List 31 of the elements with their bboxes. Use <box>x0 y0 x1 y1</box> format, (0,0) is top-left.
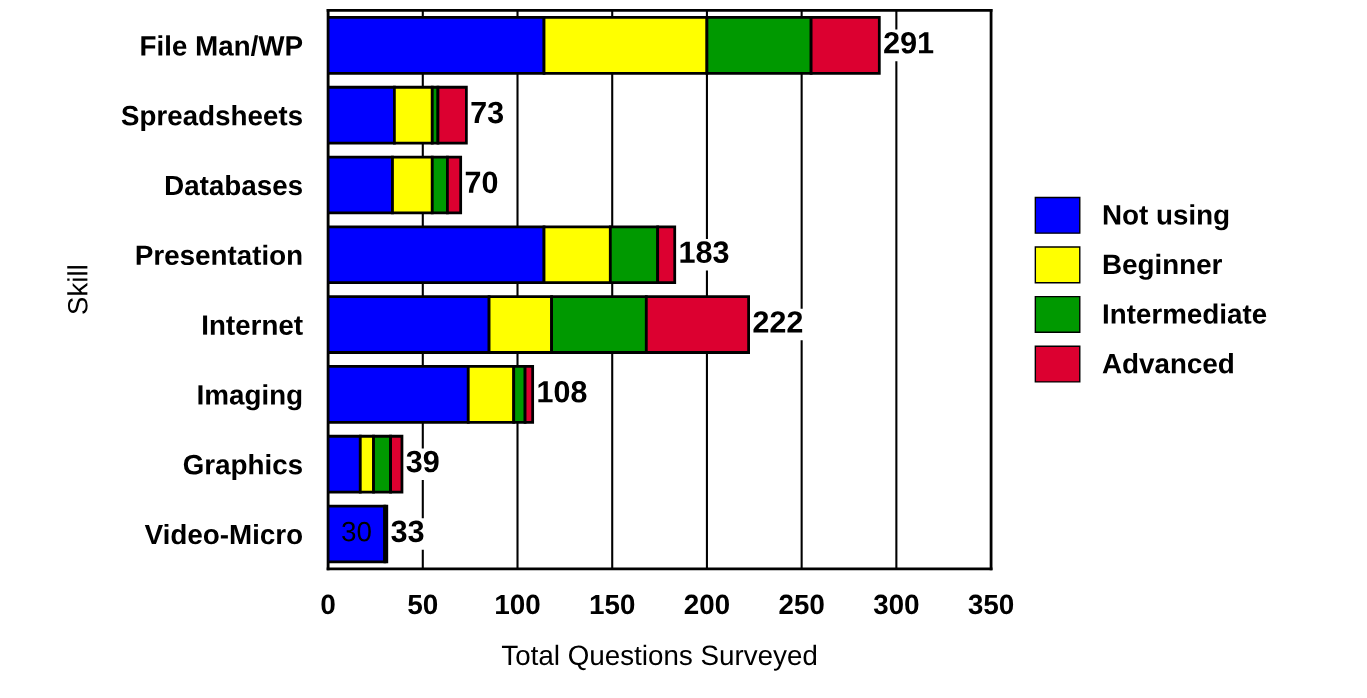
y-tick-label: Internet <box>203 315 303 335</box>
y-axis-title: Skill <box>67 266 88 314</box>
x-tick-label: 300 <box>873 594 919 615</box>
total-label: 183 <box>680 241 729 264</box>
x-tick-label: 100 <box>496 594 540 615</box>
y-tick-label: Imaging <box>198 384 302 411</box>
total-label: 222 <box>753 311 803 333</box>
x-tick-label: 200 <box>684 594 729 615</box>
total-label: 39 <box>406 450 439 473</box>
y-tick-label: Graphics <box>183 454 302 480</box>
x-tick-label: 350 <box>968 594 1014 615</box>
legend-label: Beginner <box>1103 253 1222 280</box>
y-tick-label: Databases <box>165 174 302 196</box>
data-label: 30 <box>342 521 371 542</box>
x-tick-label: 250 <box>779 594 824 615</box>
total-label: 70 <box>465 171 498 194</box>
legend-label: Not using <box>1103 204 1229 231</box>
x-tick-label: 0 <box>321 594 335 615</box>
y-tick-label: Video-Micro <box>144 523 302 545</box>
total-label: 33 <box>391 520 424 543</box>
legend-label: Intermediate <box>1103 303 1267 324</box>
x-tick-label: 50 <box>408 594 438 615</box>
y-tick-label: Presentation <box>136 244 302 266</box>
total-label: 73 <box>471 101 504 124</box>
total-label: 291 <box>884 31 934 54</box>
total-label: 108 <box>538 380 587 403</box>
x-tick-label: 150 <box>590 594 635 615</box>
legend-label: Advanced <box>1102 353 1233 374</box>
x-axis-title: Total Questions Surveyed <box>501 644 817 671</box>
y-tick-label: File Man/WP <box>141 35 303 56</box>
y-tick-label: Spreadsheets <box>121 105 302 131</box>
